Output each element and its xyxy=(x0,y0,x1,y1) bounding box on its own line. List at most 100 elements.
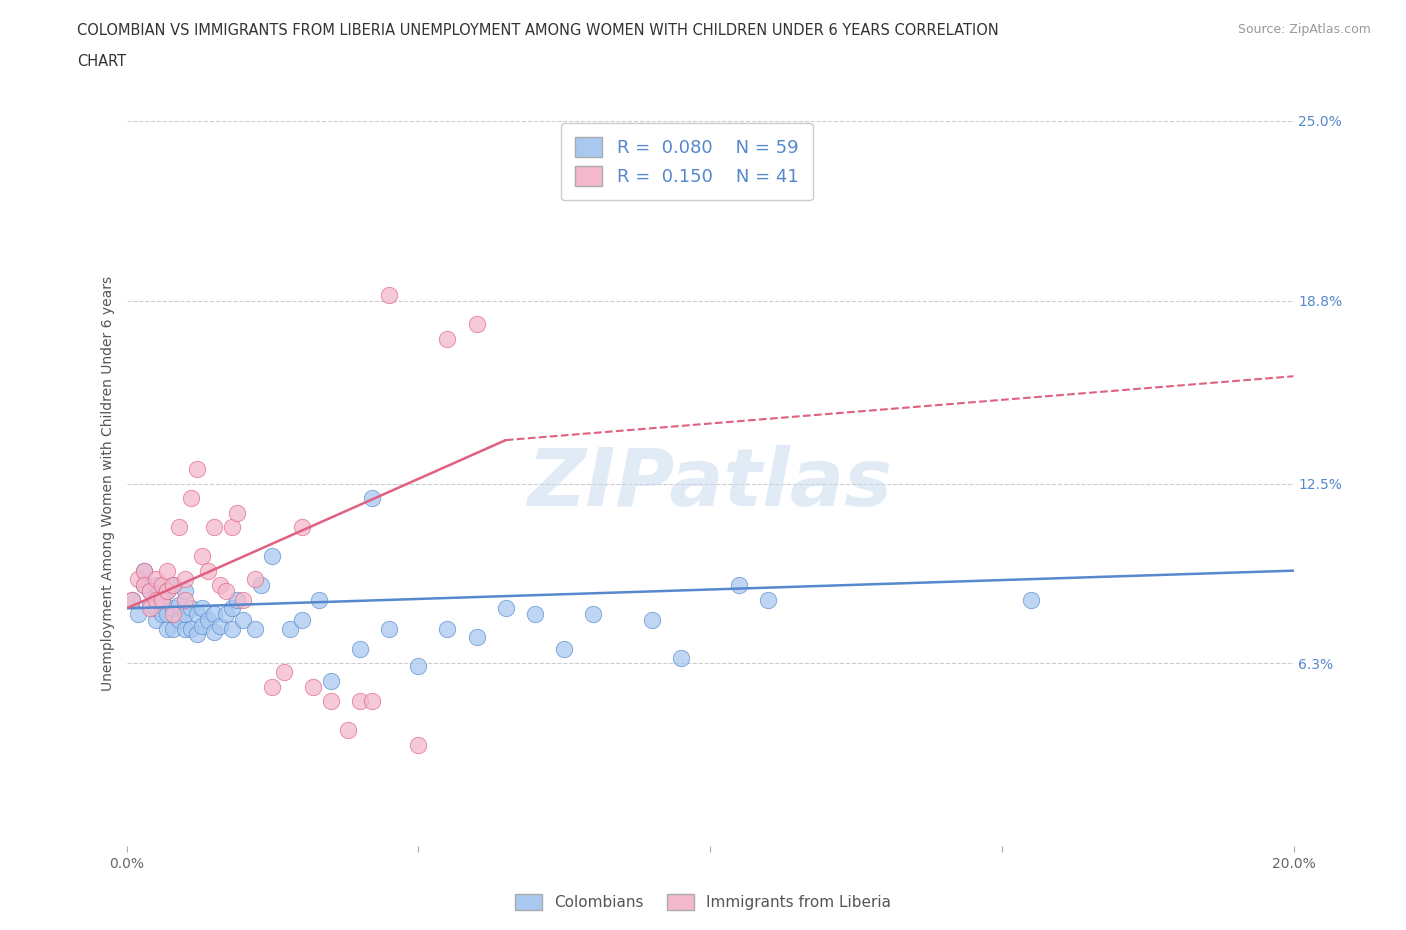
Point xyxy=(174,572,197,587)
Point xyxy=(150,606,173,621)
Point xyxy=(226,592,249,607)
Point xyxy=(191,618,214,633)
Point xyxy=(319,673,342,688)
Point xyxy=(553,642,575,657)
Point xyxy=(408,659,430,674)
Point xyxy=(174,592,197,607)
Point xyxy=(278,621,301,636)
Point xyxy=(436,621,458,636)
Y-axis label: Unemployment Among Women with Children Under 6 years: Unemployment Among Women with Children U… xyxy=(101,276,115,691)
Point xyxy=(208,618,231,633)
Point xyxy=(127,606,149,621)
Point xyxy=(465,316,488,331)
Point xyxy=(145,601,167,616)
Point xyxy=(756,592,779,607)
Point xyxy=(249,578,271,592)
Point xyxy=(186,461,208,476)
Legend: Colombians, Immigrants from Liberia: Colombians, Immigrants from Liberia xyxy=(508,886,898,918)
Point xyxy=(208,578,231,592)
Point xyxy=(349,694,371,709)
Point xyxy=(465,630,488,644)
Point xyxy=(319,694,342,709)
Point xyxy=(243,621,266,636)
Point xyxy=(186,627,208,642)
Point xyxy=(121,592,143,607)
Point xyxy=(167,598,190,613)
Point xyxy=(495,56,517,71)
Point xyxy=(132,564,155,578)
Point xyxy=(167,613,190,628)
Point xyxy=(349,642,371,657)
Point xyxy=(302,679,325,694)
Point xyxy=(139,583,162,598)
Point xyxy=(436,331,458,346)
Point xyxy=(145,578,167,592)
Point xyxy=(150,592,173,607)
Point xyxy=(162,601,184,616)
Point xyxy=(167,520,190,535)
Point xyxy=(156,583,179,598)
Point xyxy=(191,549,214,564)
Point xyxy=(197,564,219,578)
Point xyxy=(180,491,202,506)
Legend: R =  0.080    N = 59, R =  0.150    N = 41: R = 0.080 N = 59, R = 0.150 N = 41 xyxy=(561,123,813,200)
Point xyxy=(337,723,360,737)
Point xyxy=(132,578,155,592)
Point xyxy=(132,564,155,578)
Point xyxy=(139,583,162,598)
Point xyxy=(360,491,382,506)
Point xyxy=(162,578,184,592)
Point xyxy=(495,601,517,616)
Text: CHART: CHART xyxy=(77,54,127,69)
Point xyxy=(162,606,184,621)
Point xyxy=(162,621,184,636)
Point xyxy=(226,505,249,520)
Point xyxy=(408,737,430,752)
Point xyxy=(174,583,197,598)
Point xyxy=(174,621,197,636)
Point xyxy=(232,613,254,628)
Point xyxy=(215,583,238,598)
Point xyxy=(132,578,155,592)
Point xyxy=(243,572,266,587)
Point xyxy=(262,549,284,564)
Point xyxy=(139,598,162,613)
Point xyxy=(221,520,243,535)
Point xyxy=(221,601,243,616)
Point xyxy=(273,665,295,680)
Point xyxy=(150,592,173,607)
Point xyxy=(156,606,179,621)
Point xyxy=(156,564,179,578)
Point xyxy=(728,578,751,592)
Point xyxy=(308,592,330,607)
Point xyxy=(127,572,149,587)
Point xyxy=(162,578,184,592)
Point xyxy=(191,601,214,616)
Point xyxy=(215,606,238,621)
Point xyxy=(378,287,401,302)
Point xyxy=(1019,592,1042,607)
Text: ZIPatlas: ZIPatlas xyxy=(527,445,893,523)
Point xyxy=(197,613,219,628)
Point xyxy=(202,624,225,639)
Point xyxy=(290,520,312,535)
Point xyxy=(180,601,202,616)
Point xyxy=(669,650,692,665)
Point xyxy=(156,583,179,598)
Point xyxy=(262,679,284,694)
Point xyxy=(378,621,401,636)
Text: COLOMBIAN VS IMMIGRANTS FROM LIBERIA UNEMPLOYMENT AMONG WOMEN WITH CHILDREN UNDE: COLOMBIAN VS IMMIGRANTS FROM LIBERIA UNE… xyxy=(77,23,1000,38)
Point xyxy=(180,621,202,636)
Point xyxy=(524,606,547,621)
Text: Source: ZipAtlas.com: Source: ZipAtlas.com xyxy=(1237,23,1371,36)
Point xyxy=(360,694,382,709)
Point xyxy=(582,606,605,621)
Point xyxy=(186,606,208,621)
Point xyxy=(150,578,173,592)
Point xyxy=(174,606,197,621)
Point xyxy=(232,592,254,607)
Point xyxy=(202,520,225,535)
Point xyxy=(640,613,664,628)
Point xyxy=(145,613,167,628)
Point xyxy=(145,572,167,587)
